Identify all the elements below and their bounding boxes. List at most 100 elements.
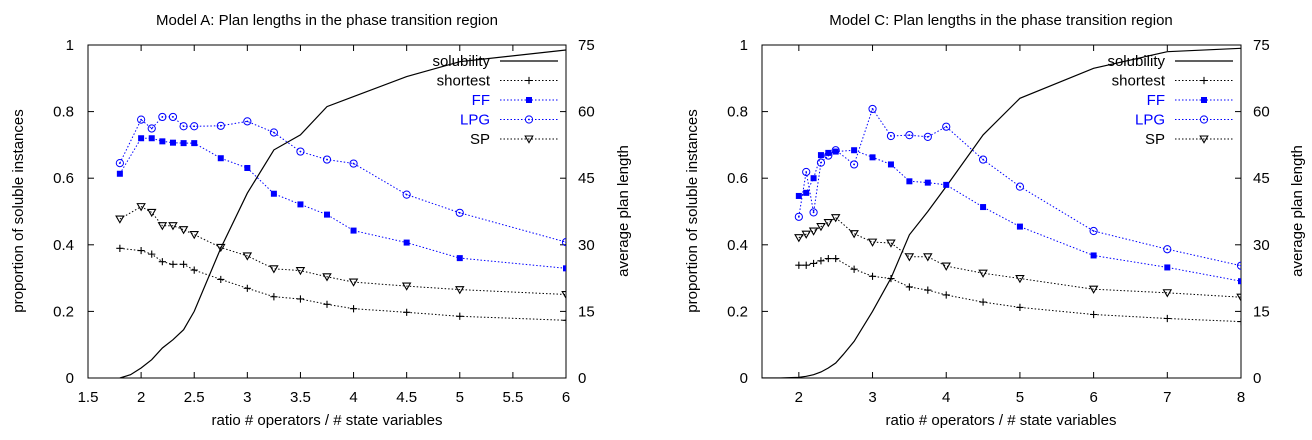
- data-point: [802, 167, 811, 177]
- x-tick-label: 3.5: [290, 389, 311, 406]
- y2-tick-label: 15: [1253, 303, 1270, 320]
- data-point: [137, 115, 146, 124]
- x-tick-label: 1.5: [78, 389, 99, 406]
- data-point: [923, 253, 933, 262]
- data-point: [349, 159, 358, 168]
- data-point: [147, 124, 156, 133]
- x-tick-label: 5.5: [502, 389, 523, 406]
- data-point: [348, 278, 359, 287]
- y2-tick-label: 75: [578, 37, 595, 54]
- data-point: [189, 231, 199, 240]
- data-point: [795, 261, 803, 269]
- x-axis: 1.5 2 2.5 3 3.5 4 4.5 5 5.5 6: [78, 45, 570, 406]
- x-axis: 2 3 4 5 6 7 8: [795, 45, 1245, 406]
- data-point: [817, 152, 824, 159]
- legend-marker: [1199, 115, 1209, 124]
- plot-frame: [761, 44, 1242, 379]
- data-point: [322, 155, 332, 164]
- data-point: [1238, 278, 1241, 285]
- legend-label: SP: [470, 131, 490, 148]
- data-point: [168, 222, 178, 231]
- y2-tick-label: 15: [578, 303, 595, 320]
- data-point: [322, 273, 332, 282]
- data-point: [1016, 303, 1024, 312]
- data-point: [1089, 226, 1098, 236]
- series-line: [119, 206, 566, 295]
- data-point: [115, 215, 125, 224]
- data-point: [851, 147, 858, 154]
- series-line: [798, 217, 1241, 298]
- data-point: [456, 255, 463, 262]
- series-line: [119, 247, 566, 321]
- data-point: [832, 254, 840, 263]
- data-point: [1015, 274, 1025, 284]
- data-point: [217, 275, 225, 284]
- x-axis-label: ratio # operators / # state variables: [212, 412, 443, 429]
- data-point: [868, 104, 877, 114]
- y-tick-label: 0: [66, 370, 74, 387]
- data-point: [817, 257, 825, 265]
- data-point: [1163, 314, 1171, 323]
- data-point: [942, 291, 950, 299]
- data-point: [169, 139, 176, 146]
- data-point: [324, 211, 330, 218]
- data-point: [978, 269, 988, 278]
- x-tick-label: 3: [868, 389, 876, 406]
- series-shortest: [795, 254, 1241, 326]
- legend: solubility shortest FF LPG SP: [1107, 53, 1233, 148]
- data-point: [242, 252, 253, 261]
- y-tick-label: 0.6: [727, 170, 748, 187]
- series-sp: [115, 203, 566, 300]
- data-point: [561, 290, 566, 300]
- data-point: [180, 260, 188, 268]
- series-line: [798, 149, 1241, 282]
- x-tick-label: 8: [1237, 389, 1245, 406]
- data-point: [978, 155, 988, 164]
- data-point: [1163, 245, 1172, 254]
- x-tick-label: 5: [456, 389, 464, 406]
- legend-marker: [1200, 76, 1208, 85]
- data-point: [148, 250, 156, 258]
- y2-tick-label: 0: [578, 370, 586, 387]
- data-point: [296, 147, 305, 156]
- data-point: [850, 265, 858, 273]
- data-point: [217, 155, 224, 162]
- data-point: [979, 298, 987, 306]
- y-axis-label-right: average plan length: [1289, 145, 1306, 277]
- y-tick-label: 0.4: [53, 237, 74, 254]
- data-point: [270, 293, 278, 301]
- data-point: [180, 140, 187, 147]
- data-point: [297, 201, 304, 208]
- y-tick-label: 0.2: [727, 303, 748, 320]
- x-tick-label: 4.5: [396, 389, 417, 406]
- data-point: [244, 164, 251, 171]
- x-tick-label: 7: [1163, 389, 1171, 406]
- data-point: [1164, 264, 1171, 271]
- series-line: [798, 258, 1241, 323]
- x-tick-label: 4: [942, 389, 950, 406]
- legend-label: FF: [472, 92, 490, 109]
- data-point: [270, 190, 277, 197]
- legend-label: SP: [1145, 131, 1165, 148]
- legend-label: LPG: [460, 112, 490, 129]
- data-point: [810, 175, 817, 182]
- data-point: [867, 238, 878, 247]
- legend: solubility shortest FF LPG SP: [432, 53, 558, 148]
- data-point: [116, 170, 123, 177]
- data-point: [980, 204, 987, 211]
- y2-tick-label: 30: [1253, 237, 1270, 254]
- series-line: [119, 116, 566, 243]
- data-point: [216, 243, 226, 253]
- series-line: [762, 47, 1241, 378]
- x-tick-label: 6: [1089, 389, 1097, 406]
- data-point: [455, 286, 465, 295]
- data-point: [402, 190, 411, 199]
- data-point: [168, 112, 178, 122]
- y2-tick-label: 60: [578, 104, 595, 121]
- data-point: [794, 212, 803, 221]
- data-point: [794, 234, 804, 243]
- data-point: [216, 121, 225, 130]
- data-point: [1088, 285, 1099, 294]
- data-point: [115, 159, 124, 168]
